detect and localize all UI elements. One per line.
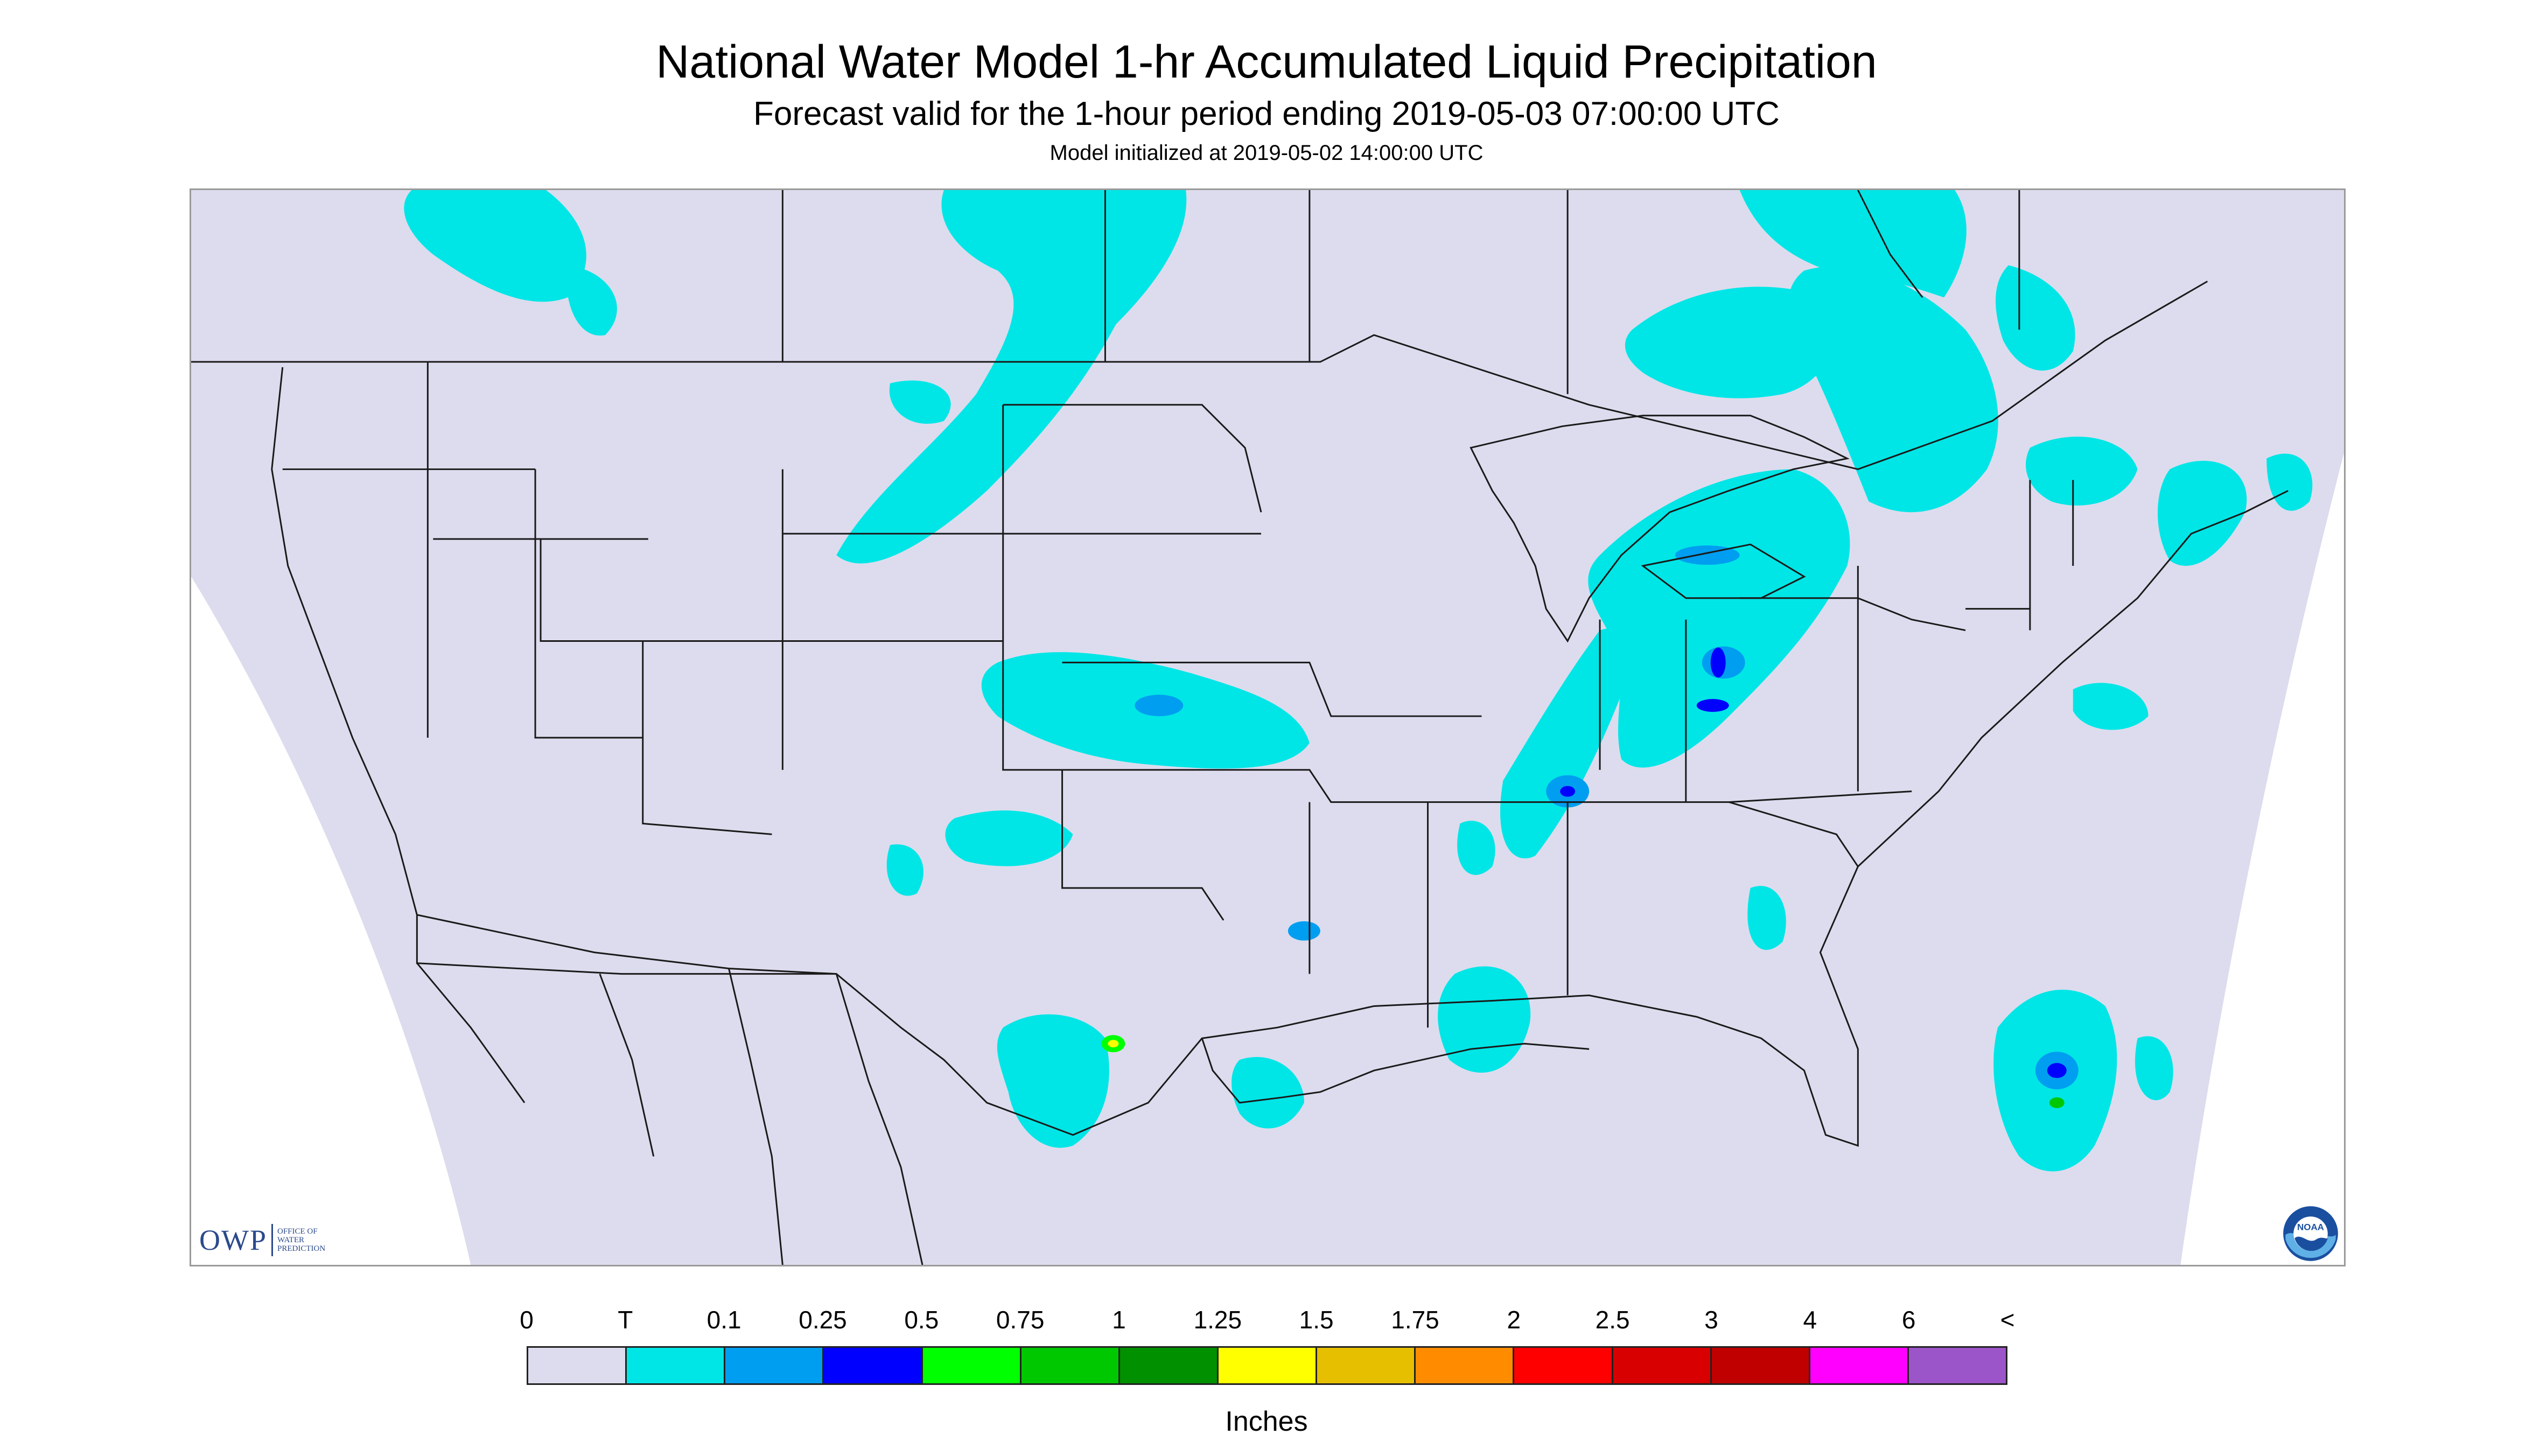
noaa-wordmark: NOAA — [2297, 1222, 2324, 1233]
legend-swatch — [1021, 1348, 1120, 1383]
us-canada-border — [191, 281, 2208, 471]
legend-labels: 0 T 0.1 0.25 0.5 0.75 1 1.25 1.5 1.75 2 2.5 3 4 6 < — [0, 1305, 2533, 1338]
legend-tick-label: T — [618, 1306, 633, 1334]
owp-line-1: OFFICE OF — [277, 1227, 318, 1236]
legend-swatch — [1908, 1348, 2006, 1383]
model-init-time: Model initialized at 2019-05-02 14:00:00… — [1049, 141, 1484, 165]
legend-swatch — [1810, 1348, 1909, 1383]
legend-swatch — [1119, 1348, 1219, 1383]
legend-tick-label: < — [2000, 1306, 2015, 1334]
us-mexico-border — [416, 914, 837, 975]
legend-swatch — [1514, 1348, 1613, 1383]
great-lakes — [1470, 415, 1850, 643]
legend-unit: Inches — [1225, 1406, 1308, 1437]
legend-tick-label: 4 — [1803, 1306, 1817, 1334]
owp-line-3: PREDICTION — [277, 1244, 326, 1253]
legend-tick-label: 3 — [1704, 1306, 1718, 1334]
legend-tick-label: 1.25 — [1193, 1306, 1242, 1334]
color-legend — [527, 1346, 2007, 1385]
legend-tick-label: 0.1 — [706, 1306, 741, 1334]
canada-provinces — [781, 190, 2020, 394]
precip-heavy-cells — [1101, 1035, 2065, 1108]
legend-tick-label: 2.5 — [1595, 1306, 1630, 1334]
boundary-lines — [191, 190, 2289, 1265]
legend-swatch — [1613, 1348, 1712, 1383]
legend-swatch — [824, 1348, 923, 1383]
legend-tick-label: 1 — [1112, 1306, 1126, 1334]
legend-tick-label: 1.75 — [1391, 1306, 1439, 1334]
legend-swatch — [1711, 1348, 1810, 1383]
us-outline — [271, 367, 2289, 1147]
owp-wordmark: OWP — [199, 1224, 267, 1256]
legend-swatch — [1218, 1348, 1318, 1383]
map-subtitle: Forecast valid for the 1-hour period end… — [753, 95, 1780, 132]
domain-edge — [191, 453, 2344, 1265]
owp-subtitle: OFFICE OF WATER PREDICTION — [277, 1227, 325, 1253]
legend-tick-label: 0 — [520, 1306, 534, 1334]
legend-tick-label: 1.5 — [1299, 1306, 1334, 1334]
state-lines-east — [1599, 480, 2074, 867]
legend-tick-label: 2 — [1507, 1306, 1521, 1334]
noaa-logo-icon: NOAA — [2283, 1206, 2338, 1261]
legend-tick-label: 0.25 — [799, 1306, 847, 1334]
state-lines-west — [282, 362, 1062, 835]
legend-tick-label: 6 — [1901, 1306, 1916, 1334]
legend-swatch — [725, 1348, 824, 1383]
precipitation-map — [190, 188, 2346, 1266]
mexico-states — [416, 962, 923, 1265]
map-title: National Water Model 1-hr Accumulated Li… — [656, 36, 1877, 88]
legend-swatch — [1317, 1348, 1416, 1383]
legend-swatch — [528, 1348, 627, 1383]
map-canvas — [191, 190, 2344, 1265]
legend-swatch — [627, 1348, 726, 1383]
owp-logo: OWP OFFICE OF WATER PREDICTION — [199, 1221, 325, 1259]
owp-line-2: WATER — [277, 1236, 304, 1244]
legend-swatch — [922, 1348, 1021, 1383]
gulf-coast — [1201, 1038, 1590, 1104]
legend-tick-label: 0.5 — [904, 1306, 939, 1334]
state-lines-central — [1003, 404, 1912, 1028]
owp-separator — [271, 1224, 273, 1256]
legend-tick-label: 0.75 — [996, 1306, 1045, 1334]
precip-moderate-cells — [1560, 647, 2067, 1079]
legend-swatch — [1416, 1348, 1515, 1383]
